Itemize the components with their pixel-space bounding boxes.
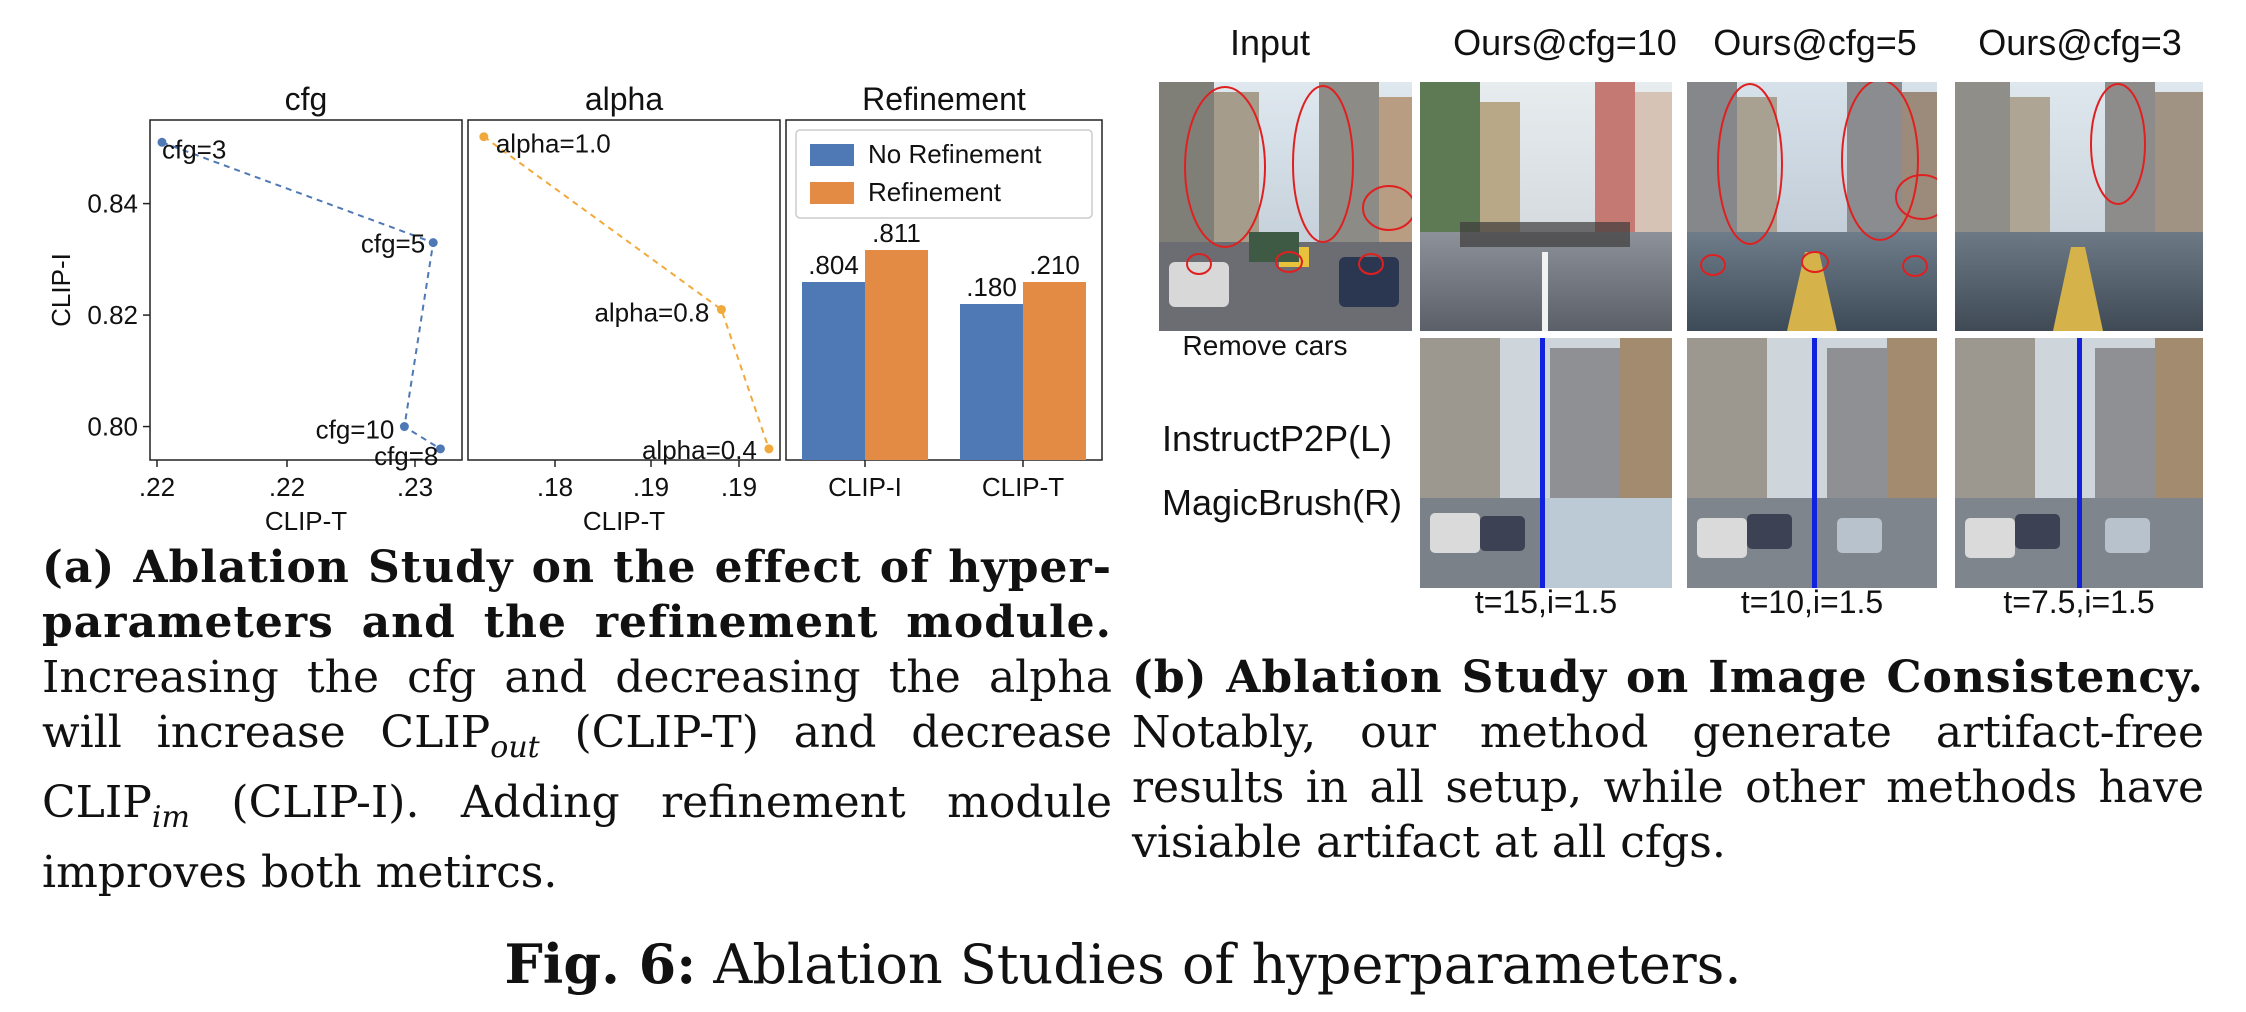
legend-box	[795, 129, 1093, 219]
bar	[960, 304, 1023, 460]
x-tick-label: CLIP-I	[828, 472, 902, 502]
point-label: alpha=0.4	[642, 435, 757, 465]
point-label: alpha=0.8	[594, 298, 709, 328]
series-line	[483, 135, 770, 450]
figure-caption-label: Fig. 6:	[504, 932, 697, 996]
method-label-instructp2p: InstructP2P(L)	[1162, 418, 1393, 459]
col-header-cfg10: Ours@cfg=10	[1453, 22, 1677, 63]
figure-caption: Fig. 6: Ablation Studies of hyperparamet…	[0, 932, 2246, 996]
bar-value-label: .180	[966, 272, 1017, 302]
bar	[865, 250, 928, 460]
comparison-t7_5-image	[1955, 338, 2203, 588]
caption-a-text2: (CLIP-T) and decrease CLIP	[42, 707, 1112, 828]
data-point	[435, 444, 445, 454]
caption-a-sub2: im	[151, 799, 190, 835]
bar	[802, 282, 865, 460]
chart-title: alpha	[585, 81, 664, 117]
bar-value-label: .210	[1029, 250, 1080, 280]
x-tick-label: .18	[537, 472, 573, 502]
method-label-magicbrush: MagicBrush(R)	[1162, 482, 1403, 523]
caption-b-bold: (b) Ablation Study on Image Consistency.	[1132, 652, 2204, 703]
caption-a-bold: (a) Ablation Study on the effect of hype…	[42, 542, 1112, 648]
series-line	[161, 141, 441, 450]
caption-a-text3: (CLIP-I). Adding refinement module impro…	[42, 776, 1112, 898]
y-tick-label: 0.80	[87, 412, 138, 442]
x-tick-label: .22	[139, 472, 175, 502]
data-point	[399, 422, 409, 432]
chart-title: Refinement	[862, 81, 1026, 117]
data-point	[479, 132, 489, 142]
data-point	[428, 238, 438, 248]
data-point	[157, 137, 167, 147]
row-label-t15: t=15,i=1.5	[1474, 584, 1618, 620]
x-tick-label: CLIP-T	[982, 472, 1064, 502]
x-tick-label: .19	[721, 472, 757, 502]
y-tick-label: 0.82	[87, 300, 138, 330]
ours-cfg5-image	[1687, 82, 1937, 331]
legend-swatch	[810, 182, 854, 204]
x-tick-label: .22	[269, 472, 305, 502]
figure-caption-text: Ablation Studies of hyperparameters.	[696, 933, 1742, 996]
x-tick-label: .23	[397, 472, 433, 502]
comparison-t10-image	[1687, 338, 1937, 588]
col-header-input: Input	[1229, 22, 1311, 63]
row-label-t7_5: t=7.5,i=1.5	[2003, 584, 2155, 620]
data-point	[716, 305, 726, 315]
ours-cfg10-image	[1420, 82, 1672, 331]
input-caption: Remove cars	[1182, 330, 1348, 361]
bar-value-label: .804	[808, 250, 859, 280]
caption-b-text: Notably, our method generate artifact-fr…	[1132, 707, 2204, 868]
plot-frame	[467, 119, 781, 461]
refinement-chart: Refinement .804 .811 CLIP-I .180 .210 CLIP-T No…	[785, 81, 1103, 502]
point-label: cfg=10	[316, 415, 395, 445]
col-header-cfg5: Ours@cfg=5	[1713, 22, 1917, 63]
caption-a-text1: Increasing the cfg and decreasing the al…	[42, 652, 1112, 758]
y-axis-label: CLIP-I	[46, 253, 76, 327]
input-image	[1159, 82, 1412, 331]
col-header-cfg3: Ours@cfg=3	[1978, 22, 2182, 63]
chart-title: cfg	[285, 81, 328, 117]
comparison-t15-image	[1420, 338, 1672, 588]
x-axis-label: CLIP-T	[583, 506, 665, 530]
legend-label: Refinement	[868, 177, 1002, 207]
row-label-t10: t=10,i=1.5	[1740, 584, 1884, 620]
alpha-chart: alpha alpha=1.0 alpha=0.8 alpha=0.4 .18 .19 .1…	[467, 81, 781, 530]
legend-label: No Refinement	[868, 139, 1042, 169]
plot-frame	[149, 119, 463, 461]
caption-a-sub1: out	[490, 729, 540, 765]
plot-frame	[785, 119, 1103, 461]
bar	[1023, 282, 1086, 460]
ours-cfg3-image	[1955, 82, 2203, 331]
point-label: cfg=8	[374, 441, 438, 471]
x-axis-label: CLIP-T	[265, 506, 347, 530]
legend: No Refinement Refinement	[795, 129, 1093, 219]
point-label: cfg=3	[162, 134, 226, 164]
data-point	[764, 444, 774, 454]
caption-b: (b) Ablation Study on Image Consistency.…	[1132, 650, 2204, 870]
y-tick-label: 0.84	[87, 189, 138, 219]
caption-a: (a) Ablation Study on the effect of hype…	[42, 540, 1112, 900]
legend-swatch	[810, 144, 854, 166]
x-tick-label: .19	[633, 472, 669, 502]
point-label: alpha=1.0	[496, 129, 611, 159]
point-label: cfg=5	[361, 229, 425, 259]
bar-value-label: .811	[872, 218, 921, 248]
